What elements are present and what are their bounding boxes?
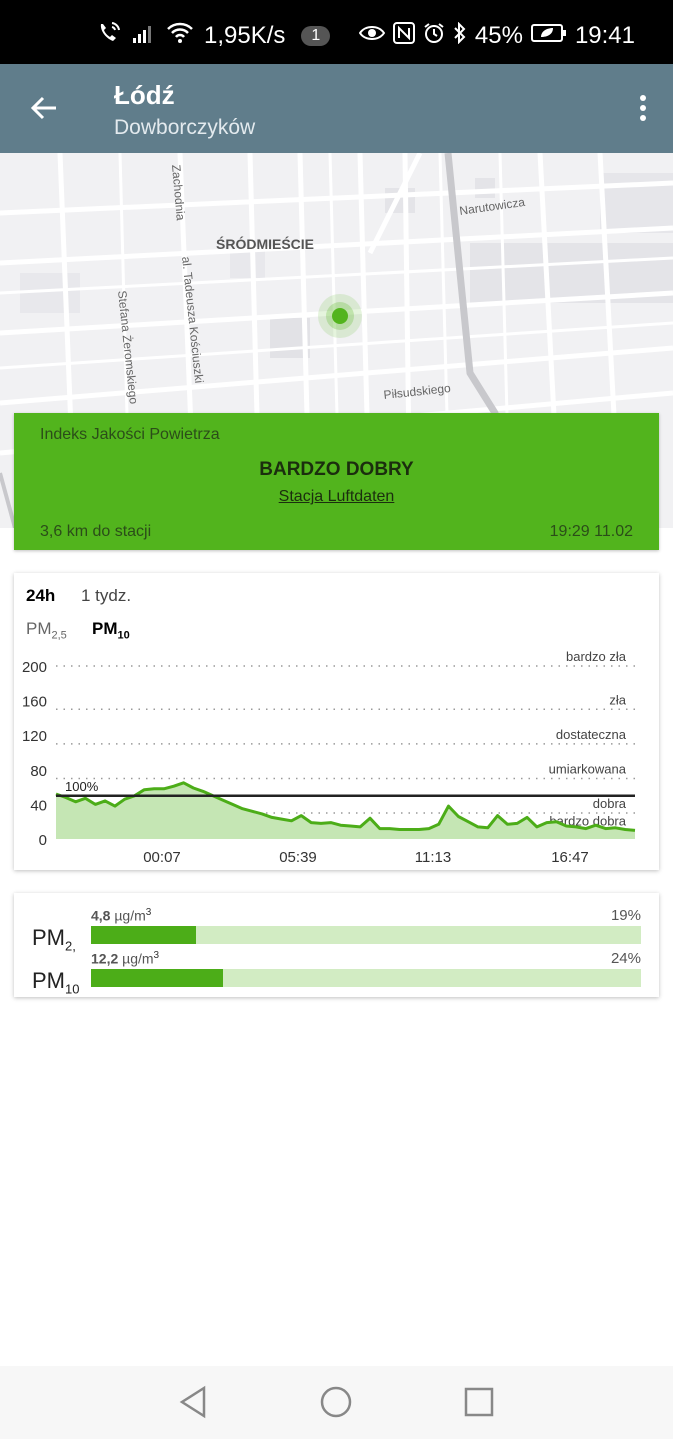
chart-card: 24h 1 tydz. PM2,5 PM10 0 40 80 120 160 200 bar… bbox=[14, 573, 659, 870]
threshold-label: bardzo zła bbox=[566, 649, 627, 664]
battery-percent: 45% bbox=[474, 22, 523, 49]
y-tick-label: 120 bbox=[22, 728, 47, 745]
more-vert-icon[interactable] bbox=[637, 92, 649, 128]
update-time: 19:29 11.02 bbox=[549, 523, 633, 540]
map-label-srodmiescie: ŚRÓDMIEŚCIE bbox=[216, 235, 314, 252]
bluetooth-icon bbox=[453, 21, 467, 51]
pm10-value: 12,2 µg/m3 bbox=[91, 950, 160, 967]
nav-home-icon[interactable] bbox=[318, 1384, 354, 1420]
aqi-card: Indeks Jakości Powietrza BARDZO DOBRY St… bbox=[14, 413, 659, 550]
y-tick-label: 80 bbox=[30, 763, 47, 780]
page-title: Łódź bbox=[114, 80, 175, 110]
station-distance: 3,6 km do stacji bbox=[40, 523, 152, 540]
tab-pm25[interactable]: PM2,5 bbox=[26, 619, 67, 642]
nav-back-icon[interactable] bbox=[176, 1384, 212, 1420]
threshold-label: bardzo dobra bbox=[549, 813, 626, 828]
x-tick-label: 05:39 bbox=[279, 849, 317, 866]
battery-saver-icon bbox=[530, 22, 567, 50]
aqi-status: BARDZO DOBRY bbox=[259, 459, 414, 480]
pm25-bar-fill bbox=[91, 926, 196, 944]
reference-label: 100% bbox=[65, 779, 99, 794]
nfc-icon bbox=[392, 21, 415, 51]
clock: 19:41 bbox=[574, 22, 635, 49]
notification-count-badge: 1 bbox=[301, 26, 331, 46]
pm25-value: 4,8 µg/m3 bbox=[91, 907, 152, 924]
x-tick-label: 11:13 bbox=[415, 849, 451, 866]
alarm-icon bbox=[423, 22, 445, 51]
x-tick-label: 00:07 bbox=[143, 849, 181, 866]
tab-1-week[interactable]: 1 tydz. bbox=[81, 586, 132, 605]
pm10-bar-fill bbox=[91, 969, 223, 987]
nav-recents-icon[interactable] bbox=[461, 1384, 497, 1420]
y-tick-label: 200 bbox=[22, 659, 47, 676]
station-marker bbox=[332, 308, 348, 324]
pm-concentration-card: PM2, 4,8 µg/m3 19% PM10 12,2 µg/m3 24% bbox=[14, 893, 659, 997]
y-tick-label: 160 bbox=[22, 694, 47, 711]
threshold-label: umiarkowana bbox=[549, 761, 627, 776]
pm25-row: PM2, 4,8 µg/m3 19% bbox=[14, 905, 659, 953]
signal-icon bbox=[132, 22, 156, 51]
pm10-line bbox=[55, 781, 636, 832]
tab-pm10[interactable]: PM10 bbox=[92, 619, 130, 642]
y-tick-label: 0 bbox=[39, 832, 47, 849]
system-nav-bar bbox=[0, 1366, 673, 1439]
pm25-percent: 19% bbox=[610, 907, 641, 924]
threshold-label: zła bbox=[609, 692, 626, 707]
app-bar: Łódź Dowborczyków bbox=[0, 64, 673, 153]
pm25-name: PM2, bbox=[32, 925, 76, 954]
pm25-bar-track bbox=[91, 926, 641, 944]
pm10-percent: 24% bbox=[610, 950, 641, 967]
threshold-label: dobra bbox=[593, 796, 627, 811]
back-arrow-icon[interactable] bbox=[26, 90, 62, 126]
x-tick-label: 16:47 bbox=[551, 849, 589, 866]
map-label-zachodnia: Zachodnia bbox=[169, 164, 188, 221]
page-subtitle: Dowborczyków bbox=[114, 116, 256, 139]
pm10-name: PM10 bbox=[32, 968, 80, 997]
eye-icon bbox=[358, 22, 386, 50]
station-link[interactable]: Stacja Luftdaten bbox=[278, 488, 395, 505]
tab-24h[interactable]: 24h bbox=[26, 586, 56, 605]
status-bar: 1,95K/s 1 45% 19:41 bbox=[0, 0, 673, 64]
wifi-icon bbox=[166, 22, 194, 51]
pm10-row: PM10 12,2 µg/m3 24% bbox=[14, 948, 659, 996]
net-speed: 1,95K/s bbox=[204, 22, 286, 49]
aqi-label: Indeks Jakości Powietrza bbox=[40, 426, 220, 443]
wifi-calling-icon bbox=[96, 20, 122, 53]
threshold-label: dostateczna bbox=[556, 727, 627, 742]
y-tick-label: 40 bbox=[30, 797, 47, 814]
pm10-chart: 0 40 80 120 160 200 bardzo zła zła dostateczna um… bbox=[22, 649, 636, 866]
pm10-bar-track bbox=[91, 969, 641, 987]
